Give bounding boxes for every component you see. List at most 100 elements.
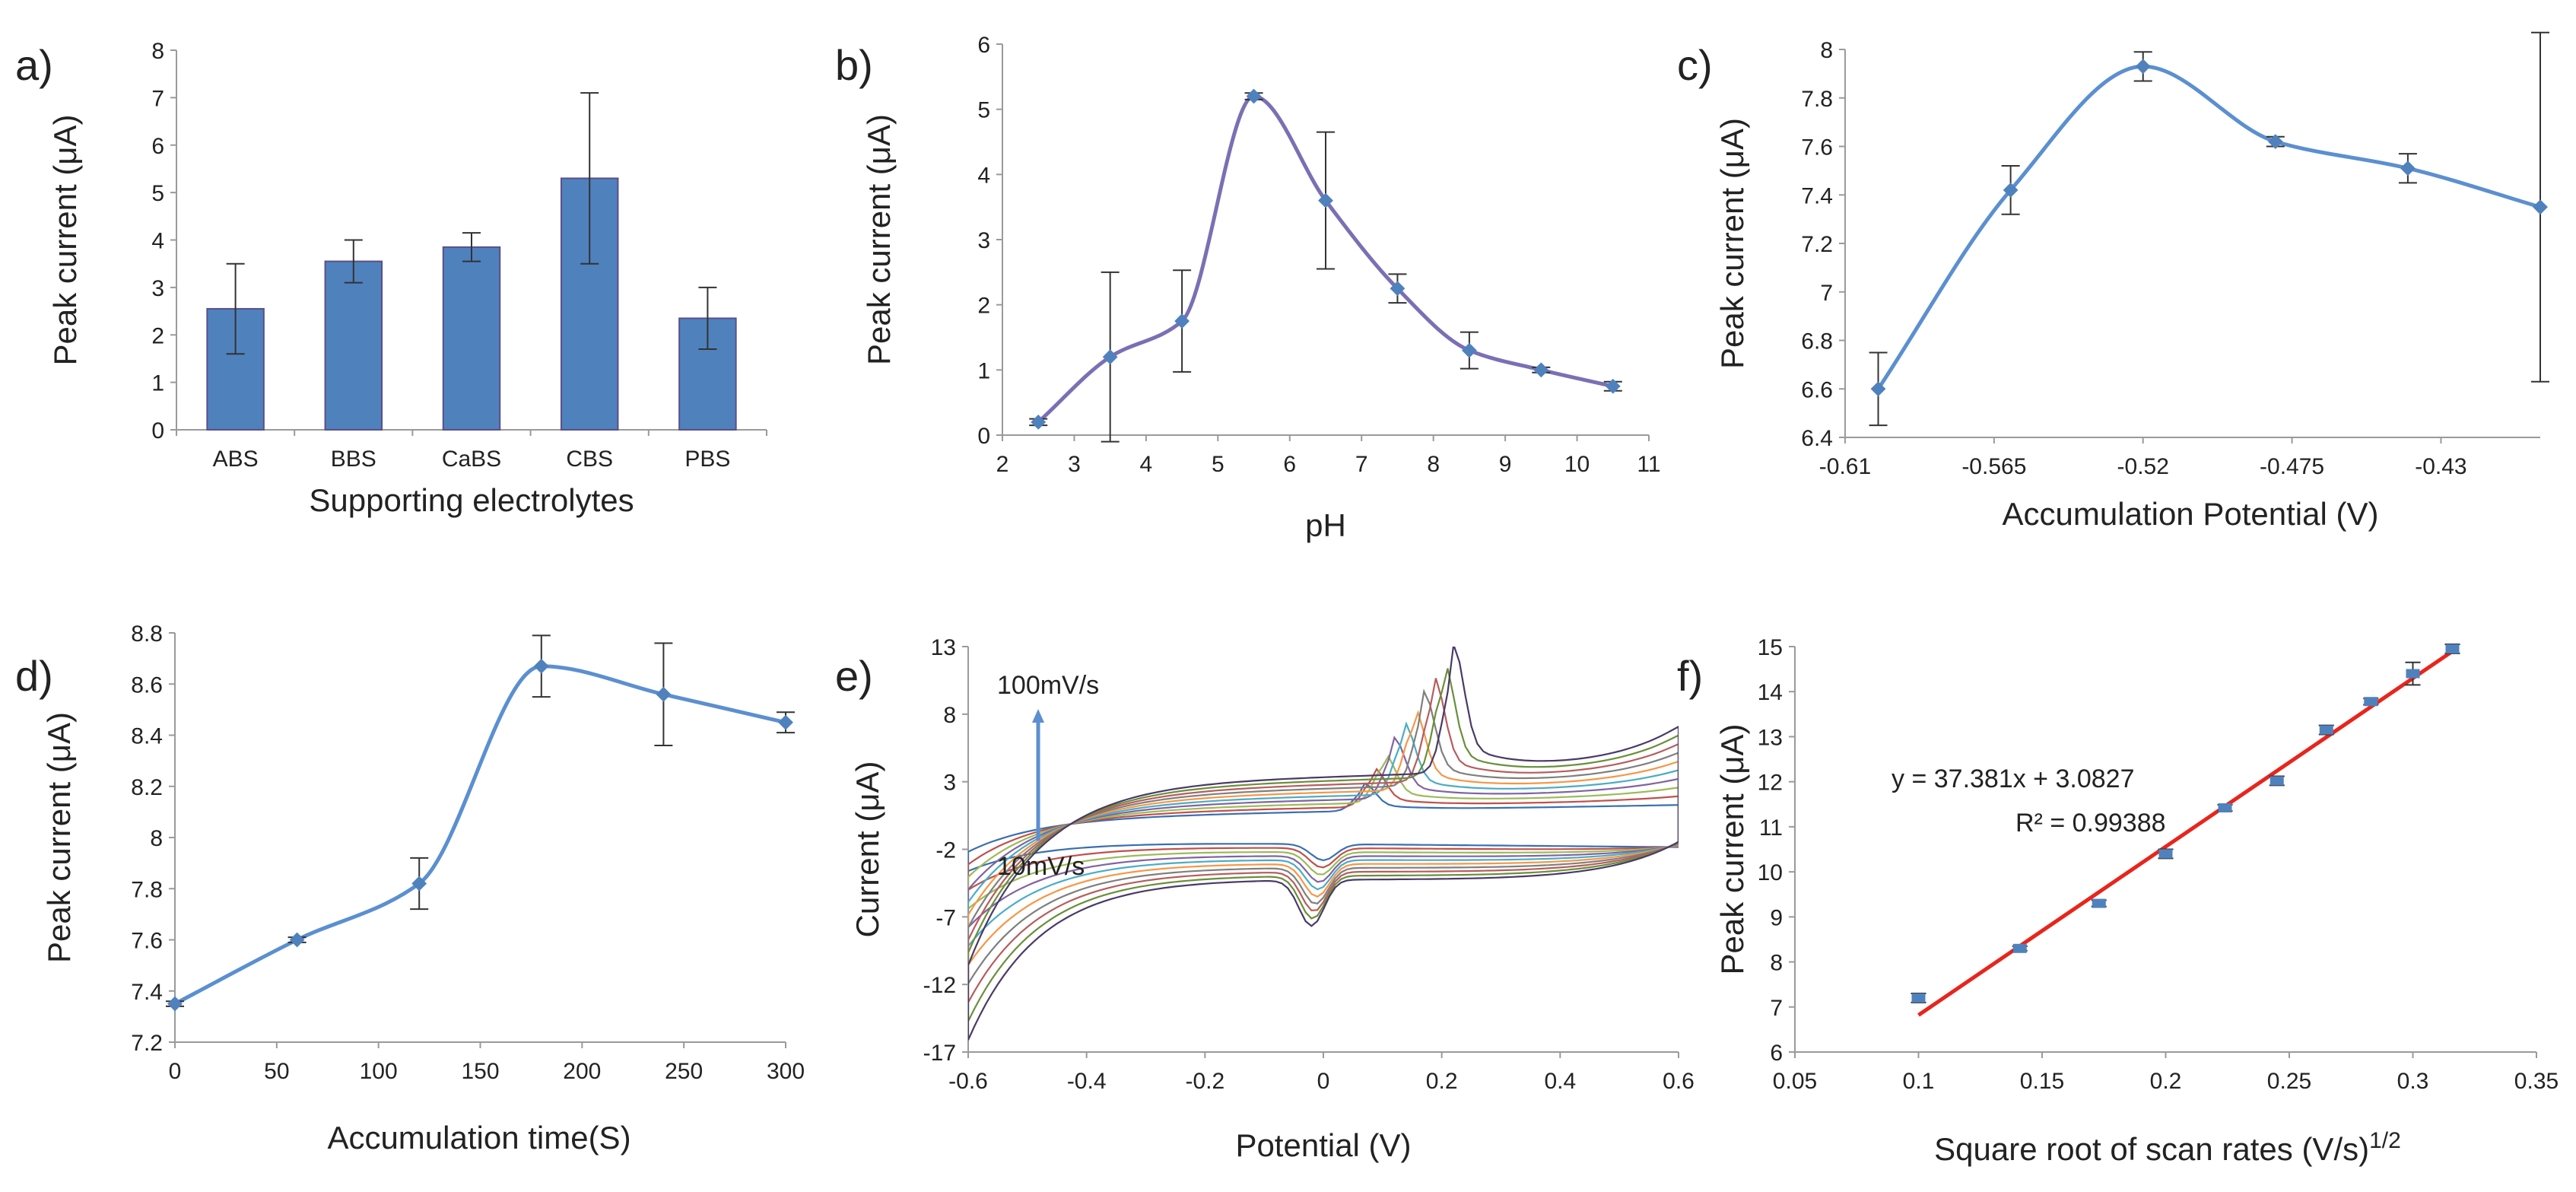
panel-label: c) [1677,41,1713,89]
y-tick-label: 3 [151,276,164,301]
cv-curve-30mV [968,754,1679,910]
data-point [289,932,305,948]
y-tick-label: 8 [151,39,164,64]
panel-a: 0 1 2 3 4 5 6 7 8 ABS BBS CaBS CBS PBS a) Supporting el… [15,39,767,518]
y-tick-label: 6 [151,134,164,159]
x-tick-label: 0.2 [2150,1069,2182,1094]
y-axis-title: Current (μA) [850,761,885,938]
data-point [2135,59,2151,75]
y-tick-label: 12 [1758,771,1783,796]
y-tick-label: 6 [977,33,990,58]
panel-label: e) [835,652,873,700]
y-tick-label: 15 [1758,635,1783,660]
data-point [2533,199,2548,215]
data-point [1533,362,1549,378]
y-tick-label: 1 [151,371,164,396]
y-tick-label: 8 [943,703,956,728]
series-line [1876,64,2543,391]
x-axis-title: Potential (V) [1235,1127,1411,1163]
data-point [2012,943,2027,953]
y-tick-label: 8 [1770,951,1783,976]
x-axis-title: Accumulation Potential (V) [2003,496,2379,532]
y-tick-label: 8 [1820,38,1833,63]
annotation-bottom: 10mV/s [997,852,1085,881]
x-tick-label: ABS [213,447,259,472]
y-tick-label: 5 [151,181,164,206]
y-tick-label: 7.2 [1801,232,1833,257]
y-tick-label: 7.8 [1801,87,1833,112]
data-point [167,996,183,1012]
y-tick-label: 7 [1820,281,1833,306]
bar-bbs [324,260,383,431]
x-tick-label: 300 [767,1059,805,1084]
panel-d: 7.2 7.4 7.6 7.8 8 8.2 8.4 8.6 8.8 0 50 100 150 200 250… [15,621,805,1155]
regression-equation: y = 37.381x + 3.0827 [1892,764,2134,793]
cv-curve-60mV [968,710,1679,967]
y-tick-label: 3 [943,771,956,796]
y-tick-label: 0 [977,424,990,449]
y-tick-label: 7.4 [131,980,163,1005]
cv-curve-80mV [968,678,1679,1005]
y-tick-label: 8.8 [131,621,163,647]
trendline [1917,650,2454,1017]
y-tick-label: 8.6 [131,672,163,698]
x-tick-label: 7 [1355,452,1368,477]
x-axis-title: pH [1305,507,1346,543]
y-tick-label: 7.8 [131,877,163,902]
x-tick-label: 250 [665,1059,703,1084]
y-tick-label: 7 [151,86,164,111]
data-point [533,658,549,674]
x-tick-label: 0.05 [1773,1069,1817,1094]
x-axis-title: Supporting electrolytes [309,482,634,518]
panel-c: 6.4 6.6 6.8 7 7.2 7.4 7.6 7.8 8 -0.61 -0.565 -0.52 -… [1677,31,2549,532]
cv-curve-40mV [968,736,1679,929]
y-tick-label: 9 [1770,905,1783,930]
y-tick-label: 13 [931,635,956,660]
y-tick-label: 4 [151,229,164,254]
bar-cabs [442,246,501,431]
data-point [1174,313,1190,329]
annotation-top: 100mV/s [997,671,1099,700]
y-axis-title: Peak current (μA) [1714,724,1750,975]
x-tick-label: 5 [1212,452,1224,477]
x-tick-label: -0.52 [2117,454,2169,479]
y-tick-label: 6 [1770,1041,1783,1066]
y-tick-label: -2 [935,838,956,863]
y-tick-label: 14 [1758,680,1783,705]
x-tick-label: -0.565 [1961,454,2026,479]
x-tick-label: 200 [563,1059,601,1084]
x-tick-label: CaBS [442,447,501,472]
x-tick-label: 2 [996,452,1009,477]
data-point [2218,803,2232,813]
data-point [1461,342,1477,358]
x-tick-label: 100 [360,1059,398,1084]
y-tick-label: 11 [1759,815,1783,841]
data-point [2158,849,2173,859]
y-tick-label: 4 [977,163,990,188]
cv-curve-50mV [968,721,1679,948]
y-tick-label: 6.4 [1801,426,1833,451]
x-tick-label: -0.475 [2260,454,2324,479]
x-tick-label: 9 [1499,452,1512,477]
data-point [1390,281,1406,297]
data-point [1031,414,1047,430]
y-tick-label: 2 [151,323,164,348]
x-tick-label: PBS [684,447,730,472]
y-tick-label: 8.2 [131,775,163,800]
y-tick-label: 7.4 [1801,183,1833,208]
data-point [2364,697,2378,707]
y-tick-label: -12 [923,973,956,998]
data-point [2003,182,2019,198]
r-squared: R² = 0.99388 [2015,809,2166,838]
scan-rate-arrowhead [1032,709,1044,723]
series-line [173,664,788,1006]
y-axis-title: Peak current (μA) [1714,118,1750,369]
x-tick-label: 0.15 [2020,1069,2064,1094]
x-tick-label: 50 [264,1059,289,1084]
y-tick-label: -7 [935,905,956,930]
x-axis-title-superscript: 1/2 [2369,1128,2401,1153]
data-point [2445,644,2460,653]
y-tick-label: 0 [151,418,164,443]
x-tick-label: -0.61 [1819,454,1871,479]
x-tick-label: 0.6 [1663,1069,1695,1094]
